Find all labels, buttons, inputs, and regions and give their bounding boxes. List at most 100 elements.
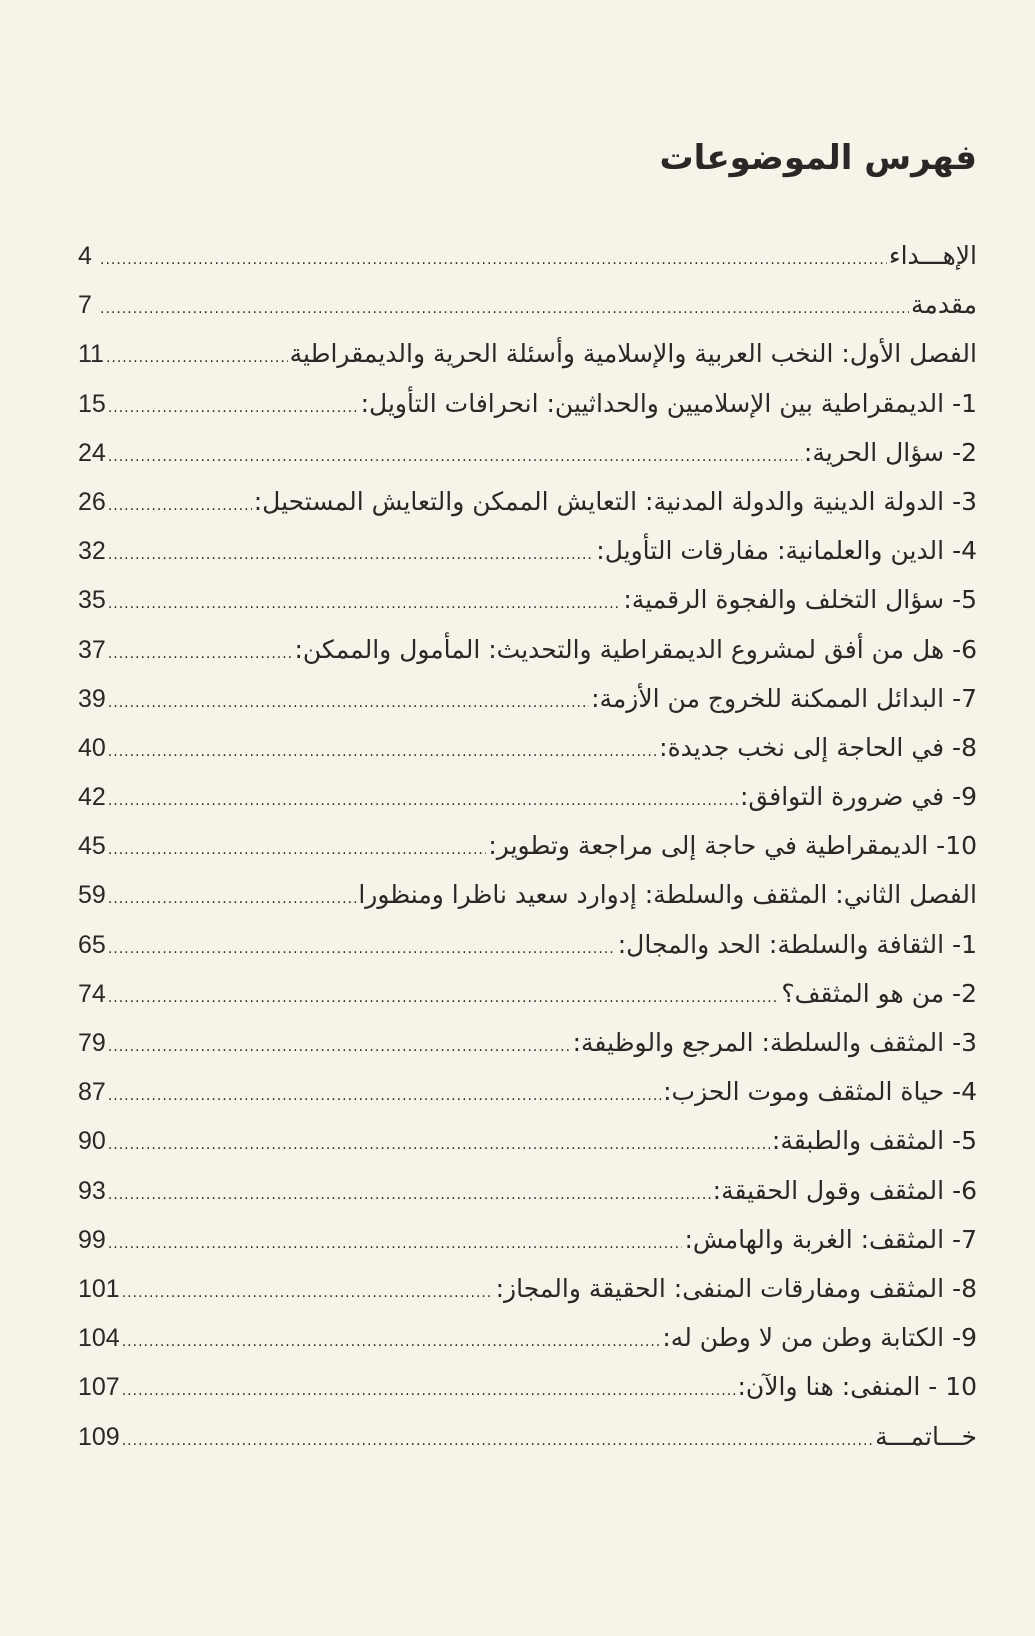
dot-leader — [108, 437, 802, 477]
toc-entry-page: 15 — [78, 389, 106, 418]
dot-leader — [100, 289, 909, 329]
toc-entry-page: 4 — [78, 242, 92, 270]
toc-entry-title: مقدمة — [911, 290, 977, 320]
toc-entry: 8- المثقف ومفارقات المنفى: الحقيقة والمج… — [78, 1269, 977, 1318]
dot-leader — [108, 1027, 571, 1067]
toc-entry-page: 42 — [78, 783, 106, 812]
toc-entry-page: 35 — [78, 586, 106, 615]
toc-entry-page: 32 — [78, 537, 106, 566]
toc-entry: 4- حياة المثقف وموت الحزب: 87 — [78, 1072, 977, 1121]
toc-entry: الفصل الثاني: المثقف والسلطة: إدوارد سعي… — [78, 875, 977, 924]
dot-leader — [108, 929, 616, 969]
toc-entry: الإهـــداء 4 — [78, 236, 977, 285]
dot-leader — [100, 240, 887, 280]
toc-entry: 7- البدائل الممكنة للخروج من الأزمة: 39 — [78, 679, 977, 728]
toc-entry-page: 26 — [78, 487, 106, 516]
dot-leader — [108, 683, 589, 723]
toc-entry-page: 79 — [78, 1029, 106, 1057]
toc-entry: 3- الدولة الدينية والدولة المدنية: التعا… — [78, 482, 977, 531]
toc-entry-title: 2- سؤال الحرية: — [803, 437, 977, 467]
toc-entry-page: 59 — [78, 881, 106, 910]
toc-entry: 10 - المنفى: هنا والآن: 107 — [78, 1367, 977, 1416]
toc-entry-title: 1- الثقافة والسلطة: الحد والمجال: — [617, 929, 977, 959]
toc-entry-title: 5- سؤال التخلف والفجوة الرقمية: — [623, 585, 977, 615]
toc-entry-title: 3- المثقف والسلطة: المرجع والوظيفة: — [572, 1028, 977, 1057]
toc-entry: 6- المثقف وقول الحقيقة: 93 — [78, 1171, 977, 1220]
toc-entry-title: 10 - المنفى: هنا والآن: — [737, 1372, 978, 1402]
dot-leader — [108, 634, 293, 674]
toc-entry-page: 99 — [78, 1225, 106, 1254]
dot-leader — [108, 535, 594, 575]
toc-entry: 2- من هو المثقف؟ 74 — [78, 974, 977, 1023]
toc-entry: 7- المثقف: الغربة والهامش: 99 — [78, 1220, 977, 1269]
toc-entry: 6- هل من أفق لمشروع الديمقراطية والتحديث… — [78, 630, 977, 679]
toc-entry: 5- المثقف والطبقة: 90 — [78, 1121, 977, 1170]
toc-entry-page: 93 — [78, 1176, 106, 1205]
toc-entry-title: 4- الدين والعلمانية: مفارقات التأويل: — [596, 536, 977, 566]
toc-entry-page: 101 — [78, 1274, 120, 1303]
toc-entry-title: الفصل الأول: النخب العربية والإسلامية وأ… — [289, 339, 977, 369]
toc-entry: 5- سؤال التخلف والفجوة الرقمية: 35 — [78, 580, 977, 629]
dot-leader — [108, 830, 487, 870]
dot-leader — [108, 781, 738, 821]
toc-entry-title: الفصل الثاني: المثقف والسلطة: إدوارد سعي… — [358, 880, 977, 910]
toc-entry: 4- الدين والعلمانية: مفارقات التأويل: 32 — [78, 531, 977, 580]
dot-leader — [108, 584, 622, 624]
dot-leader — [122, 1371, 736, 1411]
dot-leader — [108, 1125, 770, 1165]
dot-leader — [108, 486, 252, 526]
toc-entry-title: 8- في الحاجة إلى نخب جديدة: — [659, 732, 977, 762]
toc-entry: 3- المثقف والسلطة: المرجع والوظيفة: 79 — [78, 1023, 977, 1072]
toc-entry-page: 109 — [78, 1422, 120, 1451]
toc-entry-page: 37 — [78, 635, 106, 664]
toc-entry-title: 7- البدائل الممكنة للخروج من الأزمة: — [591, 683, 977, 713]
toc-entry-title: 8- المثقف ومفارقات المنفى: الحقيقة والمج… — [495, 1273, 977, 1303]
toc-entry-title: الإهـــداء — [888, 241, 977, 270]
dot-leader — [108, 1076, 661, 1116]
toc-entry-page: 87 — [78, 1078, 106, 1107]
toc-entry-title: 10- الديمقراطية في حاجة إلى مراجعة وتطوي… — [488, 831, 977, 861]
toc-entry-page: 45 — [78, 832, 106, 861]
dot-leader — [108, 879, 357, 919]
dot-leader — [108, 732, 657, 772]
toc-entry-page: 40 — [78, 733, 106, 762]
toc-entry-page: 7 — [78, 291, 92, 320]
toc-entry-title: 5- المثقف والطبقة: — [771, 1126, 977, 1156]
toc-entry-title: 4- حياة المثقف وموت الحزب: — [663, 1077, 977, 1107]
toc-entry: خـــاتمـــة 109 — [78, 1417, 977, 1466]
toc-entry: 9- في ضرورة التوافق: 42 — [78, 777, 977, 826]
toc-entry-page: 90 — [78, 1127, 106, 1156]
toc-entry-title: 1- الديمقراطية بين الإسلاميين والحداثيين… — [360, 388, 977, 418]
toc-entry: مقدمة 7 — [78, 285, 977, 334]
toc-entry: 9- الكتابة وطن من لا وطن له: 104 — [78, 1318, 977, 1367]
toc-entry-page: 11 — [78, 340, 104, 369]
toc-entry-page: 74 — [78, 979, 106, 1008]
toc-entry-title: 6- المثقف وقول الحقيقة: — [712, 1175, 977, 1205]
page-title: فهرس الموضوعات — [659, 138, 977, 178]
toc-entry-title: 9- في ضرورة التوافق: — [739, 782, 977, 812]
toc-entry-title: خـــاتمـــة — [875, 1421, 977, 1451]
toc-entry: 10- الديمقراطية في حاجة إلى مراجعة وتطوي… — [78, 826, 977, 875]
toc-entry: الفصل الأول: النخب العربية والإسلامية وأ… — [78, 334, 977, 383]
dot-leader — [122, 1322, 661, 1362]
toc-entry: 2- سؤال الحرية: 24 — [78, 433, 977, 482]
toc-entry-title: 7- المثقف: الغربة والهامش: — [684, 1224, 977, 1254]
toc-entry-title: 3- الدولة الدينية والدولة المدنية: التعا… — [253, 486, 977, 516]
toc-entry-page: 39 — [78, 684, 106, 713]
dot-leader — [122, 1421, 873, 1461]
table-of-contents: الإهـــداء 4 مقدمة 7 الفصل الأول: النخب العر… — [78, 236, 977, 1466]
toc-entry: 1- الثقافة والسلطة: الحد والمجال: 65 — [78, 925, 977, 974]
dot-leader — [108, 978, 780, 1018]
dot-leader — [108, 388, 359, 428]
toc-entry-title: 9- الكتابة وطن من لا وطن له: — [662, 1323, 977, 1353]
toc-entry-page: 65 — [78, 930, 106, 959]
toc-entry-page: 104 — [78, 1324, 120, 1353]
dot-leader — [106, 338, 288, 378]
dot-leader — [122, 1273, 494, 1313]
toc-entry: 8- في الحاجة إلى نخب جديدة: 40 — [78, 728, 977, 777]
dot-leader — [108, 1175, 711, 1215]
dot-leader — [108, 1224, 683, 1264]
toc-entry-title: 6- هل من أفق لمشروع الديمقراطية والتحديث… — [294, 634, 977, 664]
toc-entry-page: 107 — [78, 1373, 120, 1402]
toc-entry-title: 2- من هو المثقف؟ — [781, 978, 977, 1008]
